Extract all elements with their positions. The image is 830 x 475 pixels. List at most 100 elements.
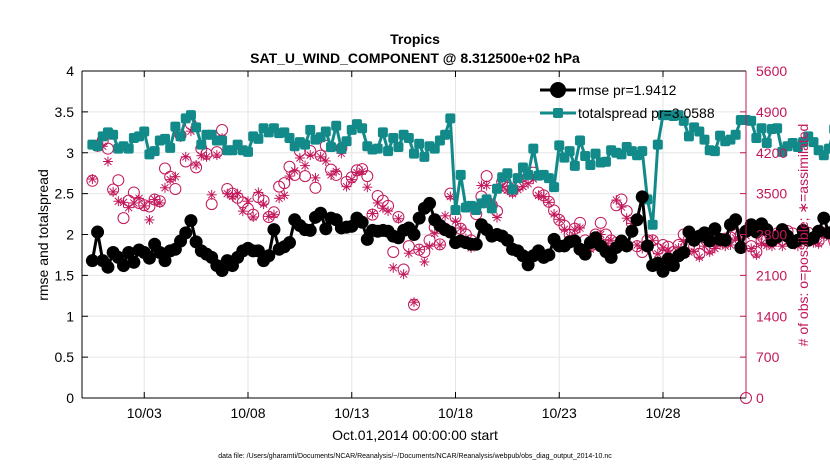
rmse-point [631, 213, 644, 226]
totalspread-point [731, 130, 741, 140]
totalspread-point [150, 146, 160, 156]
x-tick-label: 10/28 [645, 405, 680, 421]
totalspread-point [409, 149, 419, 159]
totalspread-point [378, 127, 388, 137]
totalspread-point [508, 185, 518, 195]
rmse-point [267, 223, 280, 236]
obs-assimilated-point [518, 182, 528, 192]
y-tick-label: 3 [66, 145, 74, 161]
y2-tick-label: 2800 [756, 227, 787, 243]
totalspread-point [549, 182, 559, 192]
totalspread-point [383, 146, 393, 156]
obs-assimilated-point [357, 166, 367, 176]
rmse-point [283, 236, 296, 249]
obs-assimilated-point [139, 201, 149, 211]
obs-assimilated-point [404, 248, 414, 258]
obs-assimilated-point [414, 245, 424, 255]
totalspread-point [502, 168, 512, 178]
rmse-point [734, 241, 747, 254]
totalspread-point [414, 139, 424, 149]
obs-assimilated-point [248, 212, 258, 222]
rmse-point [719, 234, 732, 247]
legend-totalspread-marker [553, 108, 563, 118]
totalspread-point [653, 140, 663, 150]
obs-assimilated-point [383, 206, 393, 216]
obs-assimilated-point [274, 193, 284, 203]
obs-assimilated-point [165, 175, 175, 185]
obs-assimilated-point [694, 252, 704, 262]
totalspread-point [585, 160, 595, 170]
obs-assimilated-point [544, 197, 554, 207]
obs-assimilated-point [300, 161, 310, 171]
totalspread-point [93, 141, 103, 151]
obs-assimilated-point [331, 166, 341, 176]
y-axis-label: rmse and totalspread [35, 169, 51, 301]
obs-assimilated-point [575, 223, 585, 233]
totalspread-point [305, 125, 315, 135]
x-axis-label: Oct.01,2014 00:00:00 start [332, 427, 498, 443]
obs-assimilated-point [202, 152, 212, 162]
obs-assimilated-point [144, 215, 154, 225]
obs-assimilated-point [316, 152, 326, 162]
rmse-point [356, 216, 369, 229]
x-tick-label: 10/18 [438, 405, 473, 421]
totalspread-point [580, 151, 590, 161]
obs-assimilated-point [160, 183, 170, 193]
rmse-point [641, 239, 654, 252]
y2-tick-label: 3500 [756, 186, 787, 202]
totalspread-point [108, 130, 118, 140]
obs-assimilated-point [746, 244, 756, 254]
obs-assimilated-point [554, 214, 564, 224]
legend-rmse-label: rmse pr=1.9412 [578, 82, 677, 98]
obs-assimilated-point [456, 223, 466, 233]
rmse-point [636, 190, 649, 203]
obs-assimilated-point [222, 189, 232, 199]
totalspread-point [445, 113, 455, 123]
x-tick-label: 10/08 [230, 405, 265, 421]
totalspread-point [170, 122, 180, 132]
obs-assimilated-point [419, 257, 429, 267]
y-tick-label: 4 [66, 63, 74, 79]
totalspread-point [772, 123, 782, 133]
obs-assimilated-point [269, 210, 279, 220]
rmse-point [127, 256, 140, 269]
y2-tick-label: 4200 [756, 145, 787, 161]
chart-title: Tropics [390, 31, 440, 47]
legend-totalspread-label: totalspread pr=3.0588 [578, 105, 715, 121]
obs-assimilated-point [378, 203, 388, 213]
obs-assimilated-point [409, 297, 419, 307]
rmse-point [729, 213, 742, 226]
obs-assimilated-point [233, 189, 243, 199]
totalspread-point [824, 144, 830, 154]
rmse-point [817, 212, 830, 225]
obs-assimilated-point [305, 150, 315, 160]
y-tick-label: 3.5 [55, 104, 75, 120]
rmse-point [91, 226, 104, 239]
totalspread-point [591, 149, 601, 159]
totalspread-point [342, 136, 352, 146]
obs-assimilated-point [611, 195, 621, 205]
totalspread-point [186, 110, 196, 120]
x-tick-label: 10/13 [334, 405, 369, 421]
obs-assimilated-point [617, 202, 627, 212]
totalspread-point [451, 205, 461, 215]
y-tick-label: 2.5 [55, 186, 75, 202]
totalspread-point [528, 144, 538, 154]
y-tick-label: 0 [66, 390, 74, 406]
y-tick-label: 2 [66, 227, 74, 243]
totalspread-point [165, 143, 175, 153]
obs-assimilated-point [295, 153, 305, 163]
obs-assimilated-point [103, 157, 113, 167]
obs-assimilated-point [259, 199, 269, 209]
obs-assimilated-point [212, 150, 222, 160]
y-tick-label: 1 [66, 308, 74, 324]
totalspread-point [637, 146, 647, 156]
rmse-point [179, 226, 192, 239]
obs-assimilated-point [347, 175, 357, 185]
obs-assimilated-point [134, 193, 144, 203]
obs-assimilated-point [108, 187, 118, 197]
y2-tick-label: 1400 [756, 308, 787, 324]
totalspread-point [482, 194, 492, 204]
y2-tick-label: 4900 [756, 104, 787, 120]
